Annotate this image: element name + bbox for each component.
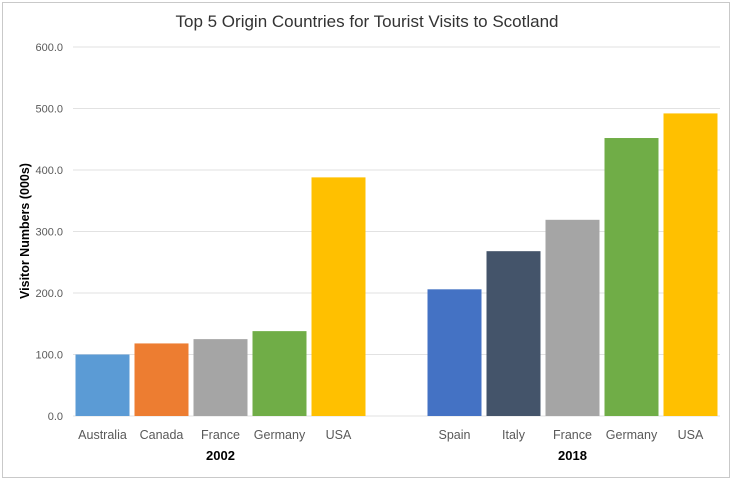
chart-title: Top 5 Origin Countries for Tourist Visit… (176, 12, 559, 31)
y-tick-label: 200.0 (35, 288, 63, 300)
x-tick-label: Germany (606, 428, 658, 442)
bar-2002-usa (311, 177, 366, 416)
y-axis-ticks: 0.0 100.0 200.0 300.0 400.0 500.0 600.0 (35, 42, 63, 423)
bar-2018-france (545, 219, 600, 416)
bar-2002-canada (134, 343, 189, 416)
x-tick-label: Germany (254, 428, 306, 442)
x-tick-label: Italy (502, 428, 526, 442)
category-labels: Australia Canada France Germany USA Spain Ital… (78, 428, 704, 442)
x-tick-label: Australia (78, 428, 127, 442)
x-tick-label: Canada (140, 428, 184, 442)
bar-2018-spain (427, 289, 482, 416)
bar-2018-usa (663, 113, 718, 417)
y-tick-label: 600.0 (35, 42, 63, 54)
group-label: 2018 (558, 448, 587, 463)
bar-2018-italy (486, 251, 541, 416)
y-tick-label: 400.0 (35, 165, 63, 177)
bars (75, 113, 718, 417)
x-tick-label: USA (326, 428, 352, 442)
group-labels: 2002 2018 (206, 448, 587, 463)
bar-2018-germany (604, 138, 659, 416)
x-tick-label: USA (678, 428, 704, 442)
y-tick-label: 100.0 (35, 350, 63, 362)
x-tick-label: Spain (439, 428, 471, 442)
y-tick-label: 300.0 (35, 227, 63, 239)
x-tick-label: France (553, 428, 592, 442)
y-tick-label: 500.0 (35, 104, 63, 116)
bar-2002-australia (75, 354, 130, 416)
y-axis-label: Visitor Numbers (000s) (18, 163, 32, 299)
group-label: 2002 (206, 448, 235, 463)
x-tick-label: France (201, 428, 240, 442)
bar-2002-france (193, 339, 248, 416)
y-tick-label: 0.0 (48, 411, 63, 423)
bar-2002-germany (252, 331, 307, 416)
